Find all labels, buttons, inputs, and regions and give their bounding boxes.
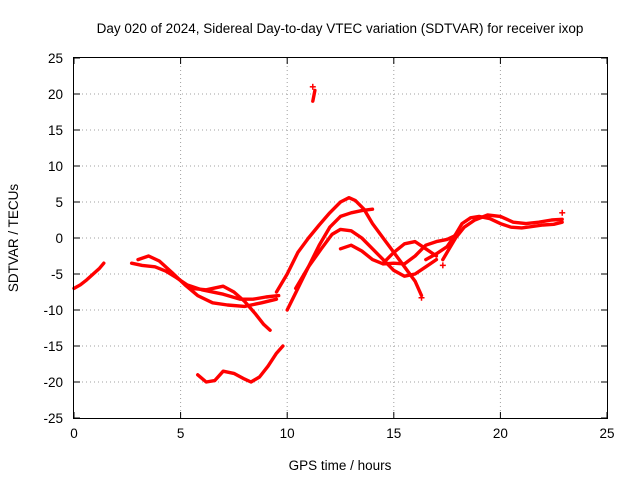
x-tick-label: 10 <box>280 426 295 441</box>
x-axis-label: GPS time / hours <box>289 458 392 473</box>
x-axis-ticks: 0 5 10 15 20 25 <box>70 58 615 441</box>
y-tick-label: -20 <box>43 375 63 390</box>
plot-frame <box>73 57 608 419</box>
y-tick-label: -15 <box>43 339 63 354</box>
outlier-point <box>439 262 446 269</box>
x-tick-label: 25 <box>599 426 614 441</box>
outlier-point <box>559 209 566 216</box>
x-tick-label: 5 <box>177 426 185 441</box>
data-series <box>72 83 566 384</box>
x-tick-label: 20 <box>493 426 508 441</box>
chart-title: Day 020 of 2024, Sidereal Day-to-day VTE… <box>97 21 584 36</box>
y-tick-label: -25 <box>43 411 63 426</box>
series-track-1 <box>72 261 106 291</box>
series-track-7 <box>294 227 439 291</box>
x-tick-label: 15 <box>386 426 401 441</box>
y-tick-label: 0 <box>55 231 63 246</box>
series-track-5 <box>274 195 424 298</box>
series-track-8 <box>338 232 460 266</box>
y-tick-label: 10 <box>48 159 63 174</box>
y-tick-label: -10 <box>43 303 63 318</box>
series-track-10 <box>424 214 564 262</box>
y-tick-label: -5 <box>51 267 63 282</box>
y-tick-label: 25 <box>48 51 63 66</box>
series-track-3 <box>136 254 279 309</box>
y-tick-label: 20 <box>48 87 63 102</box>
outlier-point <box>418 294 425 301</box>
outlier-point <box>309 83 316 90</box>
grid-lines <box>74 58 607 418</box>
y-axis-ticks: -25 -20 -15 -10 -5 0 5 10 15 20 25 <box>43 51 607 426</box>
y-tick-label: 15 <box>48 123 63 138</box>
series-track-11 <box>441 213 564 262</box>
series-track-2 <box>129 261 281 301</box>
series-track-13 <box>311 88 317 103</box>
series-track-4 <box>189 284 272 332</box>
series-track-6 <box>285 207 375 312</box>
y-tick-label: 5 <box>55 195 63 210</box>
series-track-9 <box>381 239 439 265</box>
y-axis-label: SDTVAR / TECUs <box>6 184 21 293</box>
series-track-12 <box>195 344 285 384</box>
x-tick-label: 0 <box>70 426 78 441</box>
